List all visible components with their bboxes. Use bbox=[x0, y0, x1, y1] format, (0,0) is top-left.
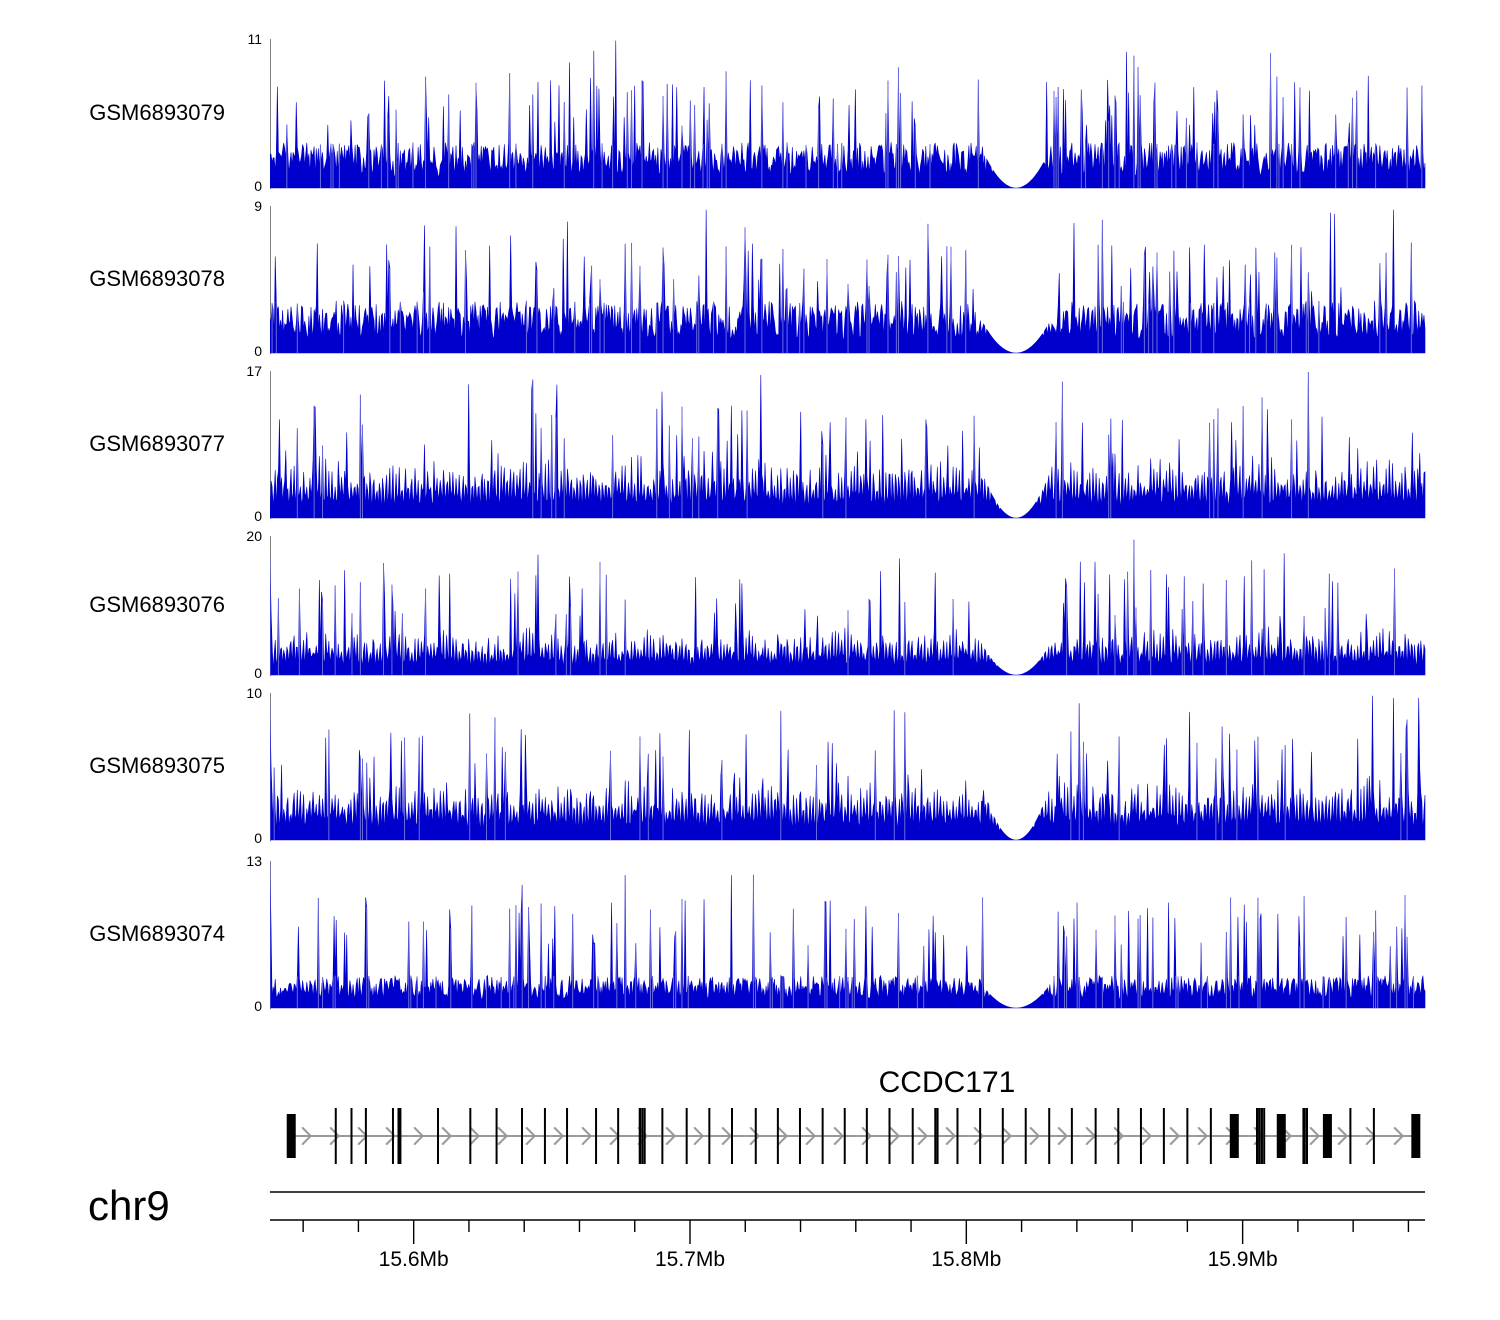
y-axis-min-label: 0 bbox=[254, 830, 262, 846]
coverage-spikes bbox=[286, 50, 1423, 188]
y-axis-max-label: 9 bbox=[254, 198, 262, 214]
y-axis-min-label: 0 bbox=[254, 178, 262, 194]
y-axis-max-label: 17 bbox=[246, 363, 262, 379]
axis-tick-label: 15.7Mb bbox=[654, 1248, 726, 1271]
gene-model-area[interactable] bbox=[270, 1102, 1429, 1170]
axis-tick-label: 15.9Mb bbox=[1207, 1248, 1278, 1271]
coverage-spikes bbox=[270, 862, 1414, 1008]
axis-tick-label: 15.6Mb bbox=[378, 1248, 449, 1271]
track-label-gsm6893077: GSM6893077 bbox=[89, 431, 225, 456]
track-label-gsm6893076: GSM6893076 bbox=[89, 592, 225, 617]
coverage-area bbox=[270, 861, 1426, 1009]
axis-tick-label: 15.8Mb bbox=[931, 1248, 1002, 1271]
coverage-spikes bbox=[271, 219, 1412, 353]
y-axis-min-label: 0 bbox=[254, 343, 262, 359]
coverage-spikes bbox=[270, 703, 1408, 840]
coverage-plot-area bbox=[270, 366, 1431, 526]
coverage-area bbox=[270, 372, 1426, 519]
track-label-gsm6893078: GSM6893078 bbox=[89, 266, 225, 291]
track-label-gsm6893074: GSM6893074 bbox=[89, 921, 225, 946]
y-axis-min-label: 0 bbox=[254, 998, 262, 1014]
genome-axis-area[interactable] bbox=[270, 1186, 1429, 1256]
y-axis-max-label: 11 bbox=[247, 31, 262, 47]
gene-name-label: CCDC171 bbox=[878, 1066, 1016, 1099]
coverage-plot-area bbox=[270, 531, 1431, 683]
y-axis-min-label: 0 bbox=[254, 665, 262, 681]
y-axis-max-label: 20 bbox=[246, 528, 262, 544]
chromosome-label: chr9 bbox=[88, 1182, 170, 1229]
axis-ticks bbox=[302, 1220, 1410, 1244]
track-label-gsm6893079: GSM6893079 bbox=[89, 100, 225, 125]
coverage-spikes bbox=[270, 539, 1396, 675]
y-axis-max-label: 13 bbox=[246, 853, 262, 869]
coverage-plot-area bbox=[270, 34, 1431, 196]
coverage-plot-area bbox=[270, 201, 1431, 361]
coverage-plot-area bbox=[270, 856, 1431, 1016]
coverage-area bbox=[270, 40, 1426, 189]
y-axis-min-label: 0 bbox=[254, 508, 262, 524]
track-label-gsm6893075: GSM6893075 bbox=[89, 753, 225, 778]
coverage-area bbox=[270, 209, 1426, 354]
y-axis-max-label: 10 bbox=[246, 685, 262, 701]
coverage-spikes bbox=[296, 372, 1309, 518]
coverage-area bbox=[270, 695, 1426, 841]
exon-marks bbox=[286, 1108, 1421, 1164]
coverage-plot-area bbox=[270, 688, 1431, 848]
